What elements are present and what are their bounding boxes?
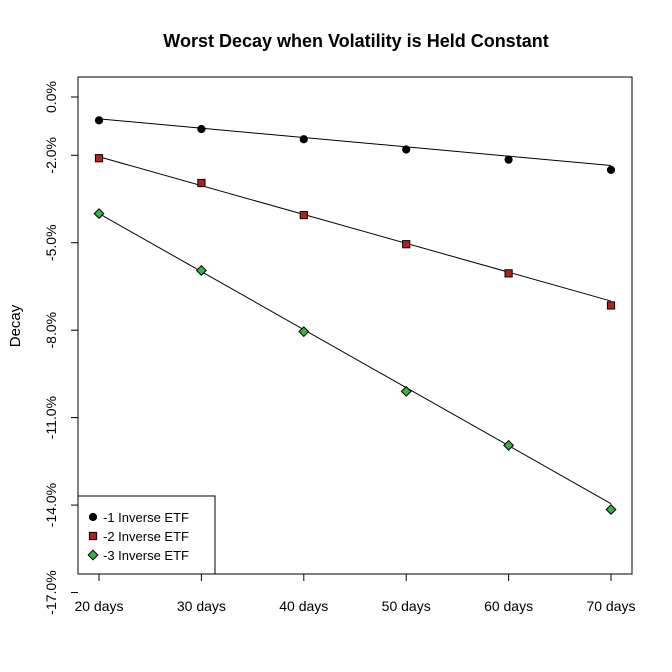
y-tick-label: -17.0% (43, 570, 59, 614)
x-tick-label: 30 days (177, 598, 226, 614)
y-axis: 0.0% -2.0% -5.0% -8.0% -11.0% -14.0% -17.0% (43, 81, 78, 615)
legend-marker-1 (88, 512, 98, 522)
series-3 (93, 208, 617, 515)
series-3-point (298, 326, 310, 338)
plot-frame (77, 76, 633, 575)
y-tick-label: -8.0% (43, 312, 59, 349)
series-2-point (299, 210, 308, 220)
series-1 (94, 116, 616, 174)
series-1-point (402, 145, 411, 154)
legend-box (77, 495, 216, 575)
series-1-fit-line (98, 118, 612, 167)
series-3-point (93, 208, 105, 220)
y-tick-label: -5.0% (43, 224, 59, 261)
series-2-point (402, 240, 411, 249)
x-tick-label: 50 days (382, 598, 431, 614)
series-2 (94, 154, 616, 310)
series-layer (93, 116, 617, 515)
series-3-point (400, 385, 412, 397)
x-tick-label: 60 days (484, 598, 533, 614)
series-2-point (197, 178, 206, 188)
series-2-point (606, 301, 616, 310)
series-2-point (94, 154, 104, 163)
x-tick-label: 70 days (586, 598, 635, 614)
y-axis-title: Decay (7, 304, 24, 347)
series-1-point (299, 135, 308, 144)
legend-label-3: -3 Inverse ETF (103, 548, 189, 563)
legend-marker-2 (88, 531, 98, 541)
chart-title: Worst Decay when Volatility is Held Cons… (163, 31, 548, 51)
y-tick-label: -14.0% (43, 483, 59, 527)
x-tick-label: 20 days (74, 598, 123, 614)
y-tick-label: -2.0% (43, 137, 59, 174)
series-2-point (504, 269, 513, 278)
series-2-fit-line (98, 156, 612, 302)
series-3-point (503, 439, 515, 451)
y-tick-label: -11.0% (43, 396, 59, 439)
legend-label-2: -2 Inverse ETF (103, 529, 189, 544)
series-1-point (504, 155, 513, 164)
x-tick-label: 40 days (279, 598, 328, 614)
series-1-point (197, 124, 206, 134)
series-3-fit-line (98, 213, 612, 505)
series-3-point (195, 264, 207, 276)
series-1-point (94, 116, 104, 125)
series-1-point (606, 165, 616, 174)
legend: -1 Inverse ETF -2 Inverse ETF -3 Inverse E… (77, 495, 216, 575)
x-axis: 20 days 30 days 40 days 50 days 60 days 70 da… (74, 574, 636, 614)
legend-label-1: -1 Inverse ETF (103, 510, 189, 525)
legend-marker-3 (87, 549, 99, 561)
y-tick-label: 0.0% (43, 81, 59, 113)
series-3-point (605, 503, 617, 515)
